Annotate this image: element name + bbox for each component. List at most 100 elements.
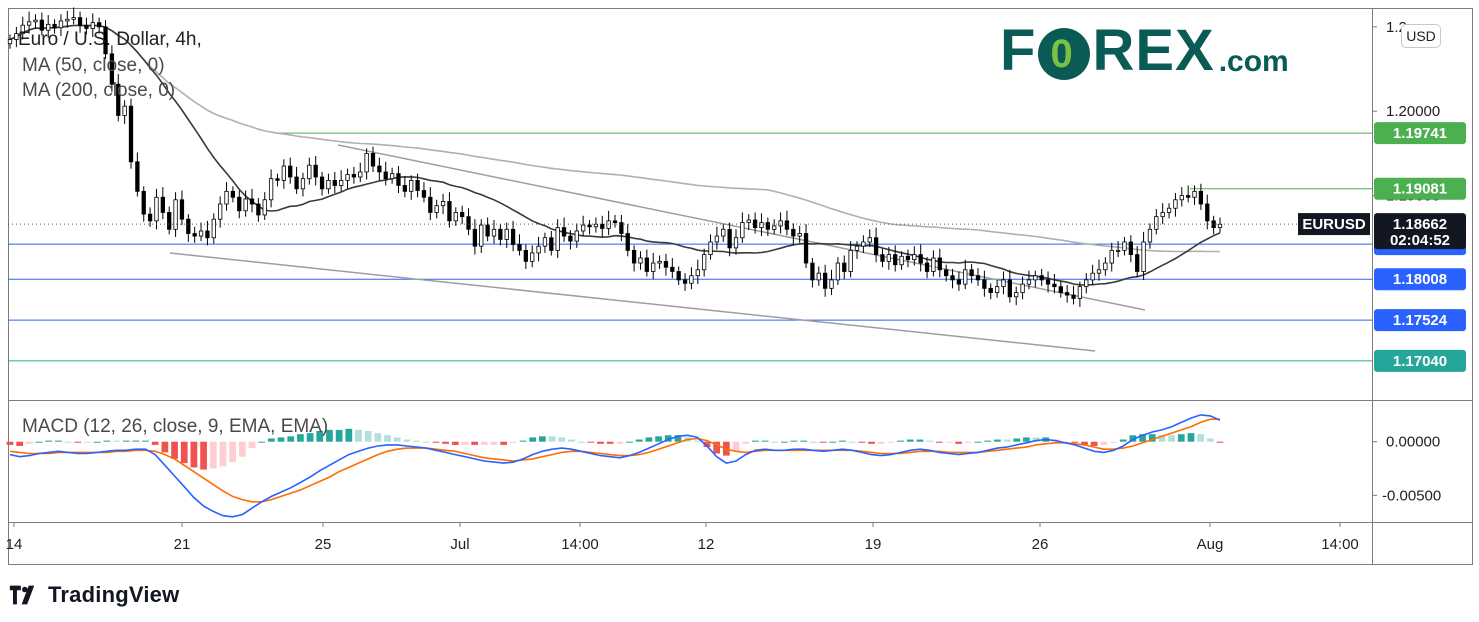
macd-histogram-bar: [577, 441, 585, 443]
macd-histogram-bar: [74, 441, 82, 443]
macd-histogram-bar: [509, 441, 517, 443]
tradingview-logo-icon: [9, 585, 35, 605]
macd-legend[interactable]: MACD (12, 26, close, 9, EMA, EMA): [22, 416, 328, 437]
candle: [536, 236, 541, 262]
macd-histogram-bar: [790, 440, 798, 442]
ma200-legend[interactable]: MA (200, close, 0): [22, 80, 175, 101]
macd-axis[interactable]: 0.00000 -0.00500: [1372, 434, 1441, 505]
candle: [651, 252, 656, 280]
macd-signal-line: [9, 418, 1220, 503]
candle: [7, 34, 13, 49]
time-axis[interactable]: 14 21 25 Jul 14:00 12 19 26 Aug 14:00: [6, 522, 1359, 553]
macd-histogram-bar: [955, 441, 963, 444]
currency-button[interactable]: USD: [1401, 24, 1441, 48]
macd-histogram-bar: [597, 441, 604, 444]
macd-histogram-bar: [993, 439, 1001, 442]
candle: [1039, 268, 1044, 286]
candle: [1160, 203, 1165, 225]
macd-histogram-bar: [316, 430, 324, 442]
candle: [542, 232, 548, 253]
candle: [319, 171, 325, 196]
macd-histogram-bar: [161, 441, 169, 453]
macd-histogram-bar: [800, 440, 808, 442]
macd-histogram-bar: [277, 437, 285, 442]
macd-histogram-bar: [1013, 438, 1021, 442]
level-tag: 1.17040: [1374, 349, 1466, 372]
candle: [1179, 187, 1184, 207]
macd-histogram-bar: [1110, 441, 1117, 443]
forex-logo-com: .com: [1218, 45, 1289, 78]
macd-histogram-bar: [810, 441, 817, 443]
candle: [905, 249, 911, 268]
candle: [1033, 270, 1038, 288]
macd-histogram-bar: [442, 441, 449, 444]
candle: [727, 222, 732, 257]
candle: [313, 155, 318, 186]
candle: [205, 220, 210, 246]
candle: [26, 11, 32, 34]
candle: [612, 214, 618, 228]
macd-histogram-bar: [432, 441, 440, 443]
macd-histogram-bar: [587, 441, 595, 443]
candle: [1186, 185, 1191, 203]
candle: [460, 205, 465, 225]
macd-histogram-bar: [935, 441, 943, 443]
macd-histogram-bar: [606, 441, 614, 444]
candle: [71, 7, 76, 25]
candle: [1007, 269, 1012, 303]
candle: [689, 267, 694, 290]
candle: [1173, 193, 1178, 217]
candle: [1109, 242, 1114, 272]
candle: [1154, 209, 1159, 235]
candle: [861, 235, 866, 253]
macd-histogram-bar: [490, 441, 498, 445]
macd-histogram-bar: [1129, 435, 1137, 442]
candle: [1128, 235, 1133, 263]
candle: [721, 224, 726, 242]
time-tick-label: 25: [315, 536, 332, 553]
macd-histogram-bar: [568, 439, 575, 442]
macd-histogram-bar: [974, 441, 982, 443]
forex-logo: F 0 REX .com: [1000, 22, 1289, 80]
candle: [644, 249, 649, 277]
candle: [619, 214, 624, 242]
macd-histogram-bar: [180, 441, 188, 464]
candle: [485, 217, 490, 242]
candle: [873, 227, 879, 263]
macd-histogram-bar: [1032, 437, 1040, 442]
candle: [256, 198, 261, 222]
candle: [714, 226, 720, 250]
macd-histogram-bar: [151, 441, 159, 445]
candle: [708, 234, 713, 260]
candle: [224, 182, 229, 211]
macd-histogram-bar: [287, 436, 295, 442]
macd-histogram-bar: [25, 441, 33, 444]
macd-histogram-bar: [664, 435, 672, 442]
macd-histogram-bar: [326, 429, 333, 442]
macd-histogram-bar: [1216, 441, 1224, 443]
candle: [491, 220, 497, 244]
last-price-value: 1.18662: [1393, 216, 1447, 233]
price-tick-label: 1.20000: [1386, 103, 1440, 120]
candle: [593, 217, 599, 233]
symbol-legend[interactable]: Euro / U.S. Dollar, 4h,: [18, 29, 202, 50]
candle: [103, 20, 108, 59]
candle: [682, 273, 688, 291]
macd-histogram-bar: [345, 428, 353, 442]
ma50-legend[interactable]: MA (50, close, 0): [22, 55, 165, 76]
candle: [956, 271, 962, 291]
macd-histogram-bar: [771, 441, 779, 443]
macd-histogram-bar: [35, 441, 43, 443]
moving-averages: [9, 24, 1221, 286]
candle: [415, 173, 420, 198]
candle: [135, 152, 140, 197]
candle: [281, 159, 286, 189]
candle: [230, 186, 236, 203]
candle: [924, 257, 930, 279]
candle: [931, 250, 936, 277]
macd-histogram-bar: [645, 437, 653, 442]
candle: [944, 264, 949, 282]
macd-histogram-bar: [848, 441, 856, 443]
candle: [1065, 284, 1070, 303]
